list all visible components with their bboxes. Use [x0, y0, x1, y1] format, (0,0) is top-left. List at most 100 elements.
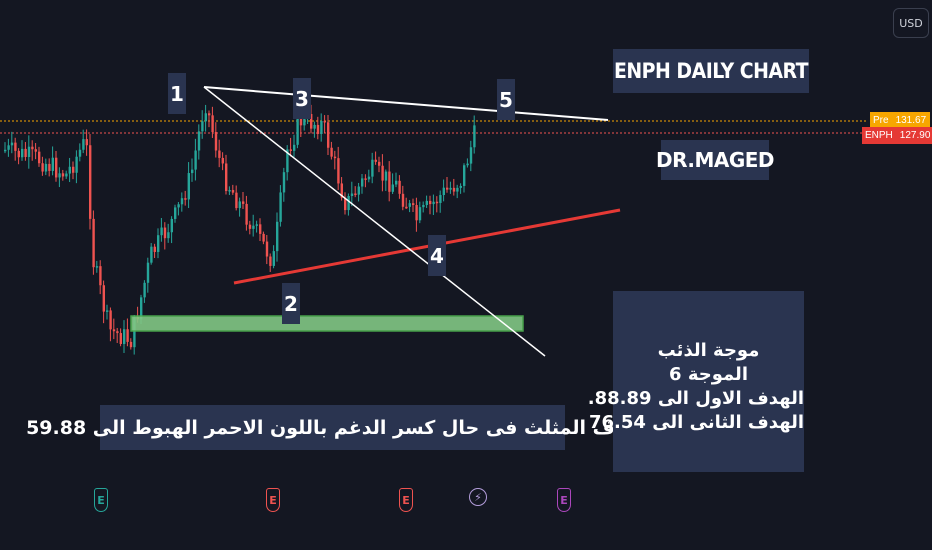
red-trendline[interactable] [233, 208, 621, 285]
candle-body [238, 201, 241, 209]
lower-trendline[interactable] [203, 86, 546, 357]
candle-body [78, 149, 82, 157]
candle-body [48, 163, 51, 171]
candle-body [119, 333, 122, 344]
last-price-tag: ENPH 127.90 [862, 127, 932, 144]
candle-body [367, 176, 371, 180]
candle-body [55, 157, 58, 178]
candle-body [347, 196, 350, 211]
candle-body [398, 180, 401, 194]
wolfe-wave-line-1: موجة الذئب [657, 339, 760, 361]
candle-body [378, 161, 381, 166]
candle-body [242, 201, 245, 204]
author-label: DR.MAGED [656, 140, 775, 180]
candle-body [299, 118, 303, 126]
wave-label-1: 1 [168, 73, 186, 114]
candle-body [27, 146, 31, 157]
candle-body [282, 172, 286, 193]
candle-body [197, 131, 201, 151]
candle-body [248, 224, 252, 229]
candle-body [31, 146, 34, 150]
candle-body [296, 118, 299, 145]
candle-body [68, 166, 71, 174]
candle-body [180, 198, 184, 205]
candle-body [401, 193, 405, 207]
candle-body [435, 201, 439, 204]
candle-body [269, 256, 272, 266]
candle-body [99, 266, 102, 286]
candle-body [429, 200, 432, 205]
candle-body [272, 251, 275, 266]
candle-body [466, 163, 469, 166]
candle-body [204, 113, 207, 122]
candle-body [320, 120, 323, 134]
candle-body [374, 159, 377, 162]
candle-body [51, 157, 54, 171]
candle-body [61, 173, 65, 177]
candle-body [143, 282, 146, 298]
triangle-target-note: هدف المثلث فى حال كسر الدغم باللون الاحم… [26, 405, 639, 450]
candle-body [310, 114, 313, 129]
earnings-icon[interactable]: E [557, 488, 571, 512]
candle-body [201, 121, 204, 132]
wolfe-wave-line-2: الموجة 6 [669, 363, 748, 385]
candle-body [14, 142, 17, 151]
candle-body [361, 178, 364, 187]
candle-body [34, 149, 37, 152]
earnings-icon[interactable]: E [94, 488, 108, 512]
pre-market-price-tag: Pre 131.67 [870, 112, 931, 129]
candle-body [459, 185, 462, 188]
candle-body [24, 148, 27, 157]
candle-body [327, 122, 330, 148]
candle-body [313, 124, 316, 129]
dividend-icon[interactable]: ⚡ [469, 488, 487, 506]
candle-body [157, 235, 160, 252]
candle-body [337, 158, 340, 184]
candle-body [191, 169, 194, 174]
candle-body [422, 204, 425, 208]
wave-label-4: 4 [428, 235, 446, 276]
candle-body [415, 204, 418, 221]
candle-body [330, 147, 333, 157]
candle-body [252, 225, 255, 229]
candle-body [208, 113, 211, 116]
upper-trendline[interactable] [203, 86, 609, 121]
candle-body [7, 145, 10, 150]
candle-body [214, 132, 218, 151]
support-zone[interactable] [130, 315, 524, 332]
earnings-icon[interactable]: E [266, 488, 280, 512]
earnings-icon[interactable]: E [399, 488, 413, 512]
candle-body [218, 150, 221, 158]
candle-body [463, 165, 466, 186]
candle-body [129, 341, 133, 348]
candle-body [442, 187, 445, 196]
candle-body [432, 201, 435, 205]
candle-body [211, 115, 214, 133]
candle-body [425, 200, 428, 205]
candle-body [170, 218, 173, 233]
candle-body [109, 310, 112, 330]
candle-body [439, 195, 442, 203]
candle-body [146, 262, 150, 283]
candle-body [384, 171, 388, 181]
candle-body [289, 149, 292, 151]
pre-market-symbol: Pre [870, 112, 892, 129]
last-price-value: 127.90 [895, 127, 932, 144]
candle-body [38, 151, 41, 164]
candle-body [10, 142, 14, 146]
candle-body [259, 224, 262, 234]
candle-body [126, 329, 129, 342]
candle-body [456, 187, 459, 192]
currency-button[interactable]: USD [893, 8, 929, 38]
candle-body [112, 329, 116, 332]
candle-body [89, 145, 92, 219]
wolfe-wave-line-3: الهدف الاول الى 88.89. [587, 387, 804, 409]
candle-body [174, 207, 177, 219]
candle-body [221, 157, 224, 164]
candle-body [449, 187, 452, 190]
candle-body [303, 115, 306, 126]
candle-body [163, 227, 167, 239]
candle-body [95, 266, 99, 268]
candle-body [265, 241, 269, 257]
